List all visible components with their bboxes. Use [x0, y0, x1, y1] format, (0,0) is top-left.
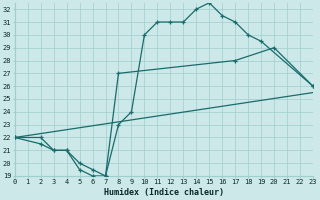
X-axis label: Humidex (Indice chaleur): Humidex (Indice chaleur) [104, 188, 224, 197]
